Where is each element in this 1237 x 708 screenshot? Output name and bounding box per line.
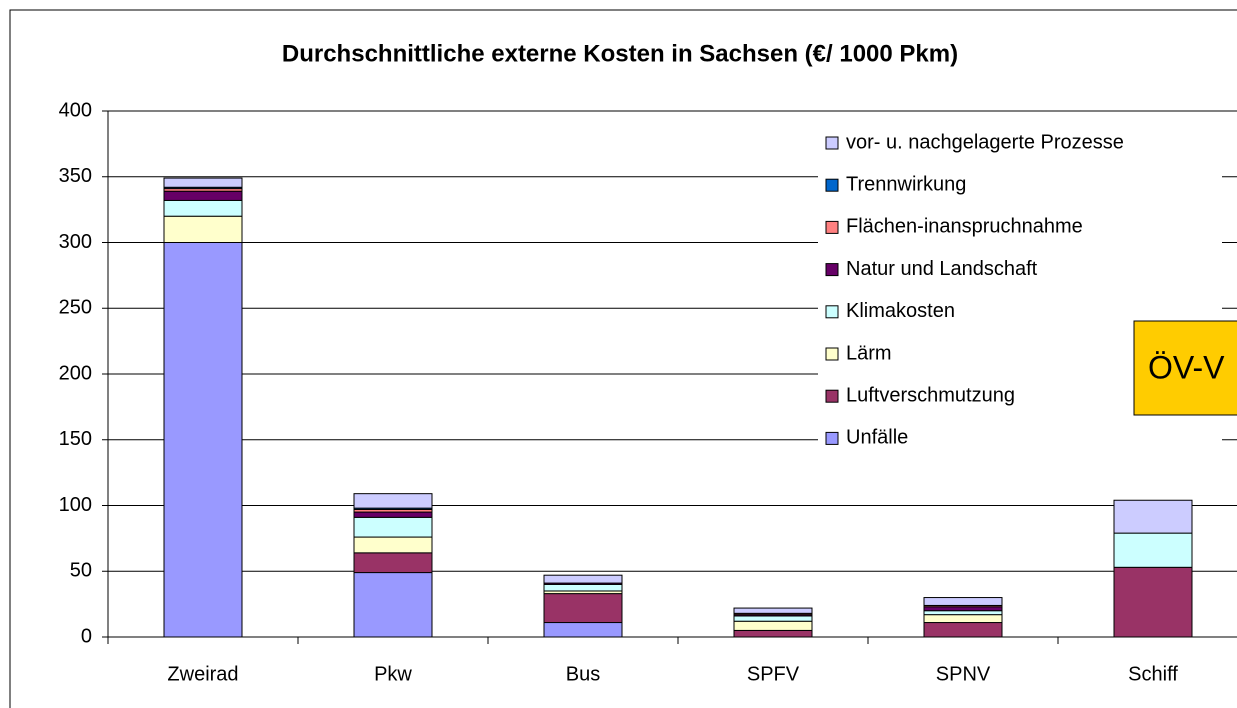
bar-segment bbox=[923, 610, 1003, 616]
y-tick-label: 50 bbox=[70, 560, 92, 582]
legend-swatch bbox=[825, 431, 839, 445]
legend-swatch bbox=[825, 220, 839, 234]
bar-segment bbox=[923, 622, 1003, 638]
x-tick-label: Bus bbox=[566, 663, 600, 685]
x-tick-label: Zweirad bbox=[167, 663, 238, 685]
bar-segment bbox=[353, 552, 433, 574]
legend-label: Klimakosten bbox=[846, 300, 955, 322]
bar-segment bbox=[353, 536, 433, 554]
bar-segment bbox=[163, 242, 243, 638]
bar-segment bbox=[163, 190, 243, 201]
bar-segment bbox=[1113, 566, 1193, 638]
x-tick-label: Schiff bbox=[1128, 663, 1178, 685]
bar-segment bbox=[353, 493, 433, 509]
x-tick-label: Pkw bbox=[374, 663, 412, 685]
bar-segment bbox=[1113, 499, 1193, 534]
legend-swatch bbox=[825, 178, 839, 192]
legend-label: Luftverschmutzung bbox=[846, 384, 1015, 406]
bar-segment bbox=[163, 215, 243, 243]
bar-segment bbox=[1113, 532, 1193, 568]
y-tick-label: 400 bbox=[59, 99, 92, 121]
bar-segment bbox=[923, 614, 1003, 624]
annotation: ÖV-V bbox=[1148, 349, 1225, 385]
legend-label: Trennwirkung bbox=[846, 173, 966, 195]
legend-label: Lärm bbox=[846, 342, 892, 364]
bar-segment bbox=[543, 574, 623, 584]
legend-label: Unfälle bbox=[846, 427, 908, 449]
x-tick-label: SPNV bbox=[936, 663, 991, 685]
y-tick-label: 350 bbox=[59, 165, 92, 187]
legend-swatch bbox=[825, 389, 839, 403]
legend-swatch bbox=[825, 347, 839, 361]
bar-segment bbox=[923, 606, 1003, 612]
bar-segment bbox=[733, 615, 813, 622]
bar-segment bbox=[543, 593, 623, 624]
bar-segment bbox=[923, 597, 1003, 606]
legend-swatch bbox=[825, 136, 839, 150]
bar-segment bbox=[353, 511, 433, 518]
bar-segment bbox=[543, 583, 623, 592]
y-tick-label: 200 bbox=[59, 362, 92, 384]
bar-segment bbox=[733, 620, 813, 631]
legend-label: Flächen-inanspruchnahme bbox=[846, 216, 1083, 238]
legend-swatch bbox=[825, 263, 839, 277]
legend-label: vor- u. nachgelagerte Prozesse bbox=[846, 131, 1124, 153]
y-tick-label: 0 bbox=[81, 625, 92, 647]
y-tick-label: 300 bbox=[59, 231, 92, 253]
bar-segment bbox=[353, 516, 433, 538]
bar-segment bbox=[543, 622, 623, 638]
y-tick-label: 150 bbox=[59, 428, 92, 450]
bar-segment bbox=[733, 607, 813, 614]
bar-segment bbox=[163, 177, 243, 188]
x-tick-label: SPFV bbox=[747, 663, 800, 685]
bar-segment bbox=[353, 572, 433, 638]
chart-title: Durchschnittliche externe Kosten in Sach… bbox=[282, 40, 958, 67]
y-tick-label: 100 bbox=[59, 494, 92, 516]
annotation-box bbox=[1133, 320, 1237, 416]
bar-segment bbox=[733, 629, 813, 638]
legend-label: Natur und Landschaft bbox=[846, 258, 1038, 280]
bar-segment bbox=[163, 199, 243, 217]
legend-swatch bbox=[825, 305, 839, 319]
y-tick-label: 250 bbox=[59, 297, 92, 319]
